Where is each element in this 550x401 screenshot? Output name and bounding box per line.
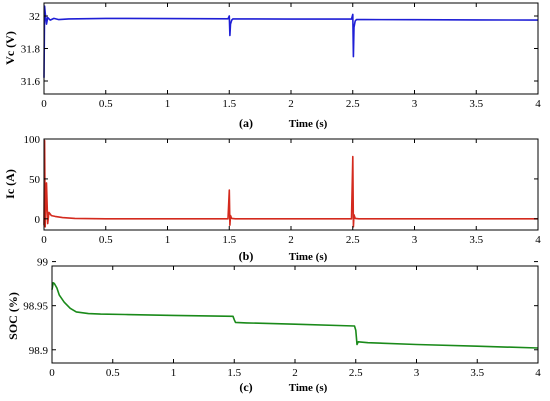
x-tick-label: 1 — [165, 234, 171, 246]
panel-1: 0 0.5 1 1.5 2 2.5 3 3.5 4 0 50 100 Ic (A) (b) Time (s) — [3, 134, 541, 263]
plot-frame — [43, 2, 539, 95]
x-axis-label: Time (s) — [289, 251, 328, 263]
x-tick-label: 3 — [412, 234, 418, 246]
series-line — [43, 139, 538, 228]
y-tick-label: 32 — [29, 11, 40, 23]
x-tick-label: 0.5 — [99, 98, 113, 110]
x-tick-label: 0 — [41, 234, 47, 246]
y-tick-label: 0 — [35, 214, 41, 226]
x-tick-label: 4 — [535, 367, 541, 379]
x-tick-label: 1 — [165, 98, 171, 110]
y-axis-label: Vc (V) — [3, 31, 17, 65]
x-tick-label: 1.5 — [222, 234, 236, 246]
x-tick-label: 2.5 — [349, 367, 363, 379]
y-tick-label: 98.9 — [29, 345, 49, 357]
x-tick-label: 2 — [292, 367, 298, 379]
x-tick-label: 2.5 — [346, 98, 360, 110]
y-tick-label: 31.8 — [21, 44, 41, 56]
y-tick-label: 50 — [29, 174, 41, 186]
x-tick-label: 4 — [535, 234, 541, 246]
x-tick-label: 0 — [49, 367, 55, 379]
x-tick-label: 3 — [412, 98, 418, 110]
panel-label: (a) — [239, 116, 253, 130]
series-line — [51, 282, 539, 349]
x-tick-label: 0.5 — [106, 367, 120, 379]
x-tick-label: 4 — [535, 98, 541, 110]
y-tick-label: 98.95 — [23, 301, 48, 313]
y-axis-label: Ic (A) — [3, 169, 17, 199]
panel-label: (c) — [239, 380, 252, 394]
x-tick-label: 3 — [414, 367, 420, 379]
x-tick-label: 0.5 — [99, 234, 113, 246]
x-tick-label: 2 — [288, 98, 294, 110]
panel-label: (b) — [239, 249, 254, 263]
plot-frame — [43, 138, 539, 231]
x-tick-label: 2.5 — [346, 234, 360, 246]
x-tick-label: 3.5 — [470, 367, 484, 379]
x-tick-label: 1.5 — [227, 367, 241, 379]
y-tick-label: 100 — [24, 134, 41, 146]
y-tick-label: 99 — [37, 257, 49, 269]
x-tick-label: 1 — [171, 367, 177, 379]
x-tick-label: 3.5 — [469, 98, 483, 110]
x-tick-label: 1.5 — [222, 98, 236, 110]
series-line — [43, 5, 539, 78]
x-axis-label: Time (s) — [289, 382, 328, 394]
x-tick-label: 0 — [41, 98, 47, 110]
x-tick-label: 2 — [288, 234, 294, 246]
panel-2: 0 0.5 1 1.5 2 2.5 3 3.5 4 98.9 98.95 99 SOC (%) (c) Ti… — [6, 257, 541, 394]
y-tick-label: 31.6 — [21, 76, 41, 88]
panel-0: 0 0.5 1 1.5 2 2.5 3 3.5 4 31.6 31.8 32 Vc (V) (a) Time… — [3, 2, 541, 130]
x-axis-label: Time (s) — [289, 118, 328, 130]
y-axis-label: SOC (%) — [6, 292, 20, 340]
x-tick-label: 3.5 — [469, 234, 483, 246]
